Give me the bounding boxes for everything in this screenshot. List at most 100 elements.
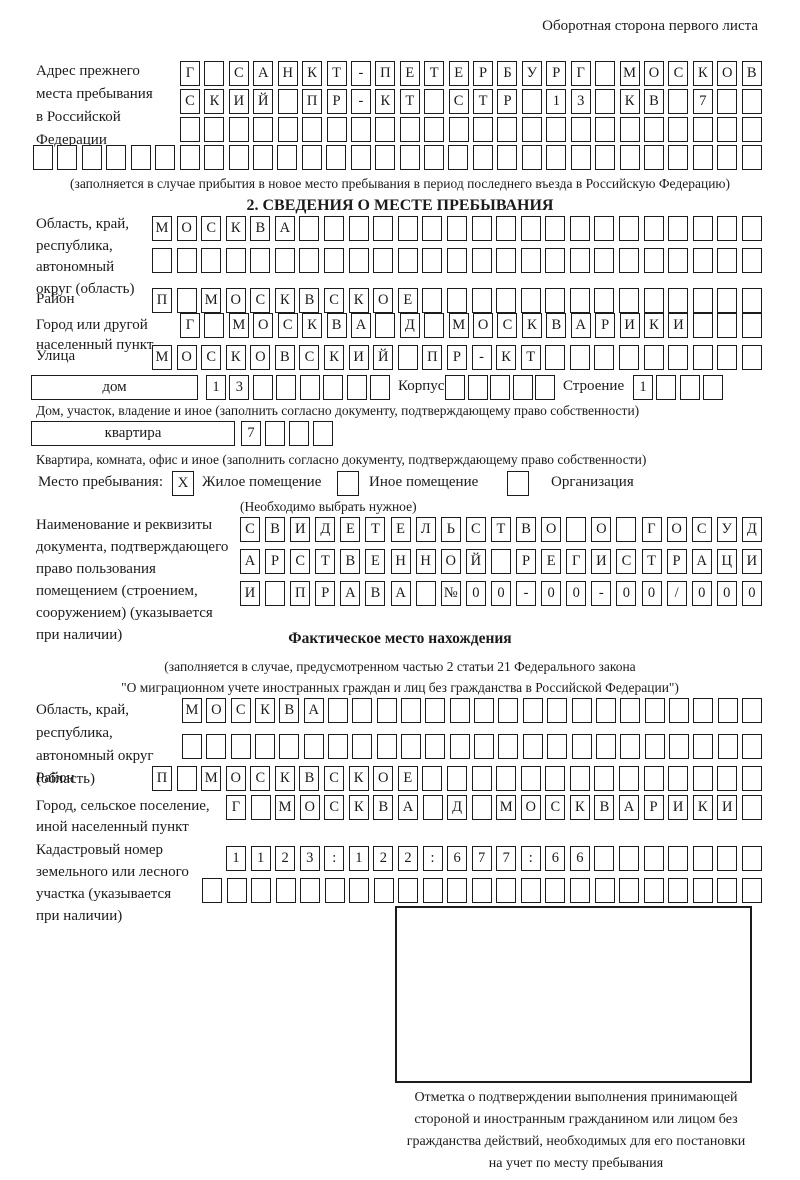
char-cell[interactable]: К xyxy=(521,313,542,338)
char-cell[interactable] xyxy=(299,248,320,273)
char-cell[interactable]: О xyxy=(666,517,687,542)
char-cell[interactable]: А xyxy=(340,581,361,606)
char-cell[interactable]: С xyxy=(201,216,222,241)
char-cell[interactable] xyxy=(449,734,470,759)
char-cell[interactable]: В xyxy=(274,345,295,370)
char-cell[interactable] xyxy=(255,734,276,759)
char-cell[interactable] xyxy=(668,89,689,114)
char-cell[interactable] xyxy=(618,766,639,791)
char-cell[interactable]: Д xyxy=(399,313,420,338)
char-cell[interactable]: 3 xyxy=(570,89,591,114)
char-cell[interactable] xyxy=(693,734,714,759)
char-cell[interactable] xyxy=(447,878,468,903)
char-cell[interactable] xyxy=(301,145,322,170)
char-cell[interactable]: Т xyxy=(365,517,386,542)
char-cell[interactable] xyxy=(401,734,422,759)
char-cell[interactable]: - xyxy=(350,61,371,86)
char-cell[interactable] xyxy=(520,766,541,791)
char-cell[interactable] xyxy=(422,766,443,791)
char-cell[interactable]: П xyxy=(422,345,443,370)
char-cell[interactable] xyxy=(717,145,738,170)
char-cell[interactable] xyxy=(422,288,443,313)
char-cell[interactable] xyxy=(569,216,590,241)
char-cell[interactable] xyxy=(373,248,394,273)
char-cell[interactable]: 6 xyxy=(569,846,590,871)
char-cell[interactable] xyxy=(692,846,713,871)
char-cell[interactable]: С xyxy=(448,89,469,114)
char-cell[interactable]: Г xyxy=(641,517,662,542)
char-cell[interactable] xyxy=(741,698,762,723)
char-cell[interactable] xyxy=(352,734,373,759)
char-cell[interactable] xyxy=(717,345,738,370)
char-cell[interactable] xyxy=(326,117,347,142)
char-cell[interactable]: Ц xyxy=(716,549,737,574)
char-cell[interactable]: П xyxy=(152,288,172,313)
char-cell[interactable] xyxy=(546,145,567,170)
char-cell[interactable]: 0 xyxy=(641,581,662,606)
char-cell[interactable] xyxy=(252,375,273,400)
char-cell[interactable] xyxy=(265,581,286,606)
char-cell[interactable]: С xyxy=(299,345,320,370)
char-cell[interactable] xyxy=(668,117,689,142)
char-cell[interactable]: Р xyxy=(666,549,687,574)
char-cell[interactable] xyxy=(250,248,271,273)
char-cell[interactable] xyxy=(204,313,225,338)
char-cell[interactable] xyxy=(643,766,664,791)
char-cell[interactable] xyxy=(569,248,590,273)
char-cell[interactable] xyxy=(57,145,78,170)
char-cell[interactable] xyxy=(643,345,664,370)
char-cell[interactable]: С xyxy=(545,795,566,820)
char-cell[interactable]: - xyxy=(591,581,612,606)
char-cell[interactable] xyxy=(446,248,467,273)
char-cell[interactable] xyxy=(521,117,542,142)
char-cell[interactable] xyxy=(201,248,222,273)
char-cell[interactable] xyxy=(741,878,762,903)
char-cell[interactable] xyxy=(373,878,394,903)
char-cell[interactable]: К xyxy=(225,216,246,241)
char-cell[interactable]: / xyxy=(666,581,687,606)
char-cell[interactable] xyxy=(277,117,298,142)
char-cell[interactable]: 0 xyxy=(490,581,511,606)
char-cell[interactable] xyxy=(619,117,640,142)
char-cell[interactable] xyxy=(594,878,615,903)
char-cell[interactable] xyxy=(445,375,465,400)
char-cell[interactable] xyxy=(569,288,590,313)
char-cell[interactable]: Е xyxy=(397,766,418,791)
char-cell[interactable]: У xyxy=(521,61,542,86)
char-cell[interactable]: 1 xyxy=(206,375,226,400)
char-cell[interactable] xyxy=(230,734,251,759)
char-cell[interactable] xyxy=(448,117,469,142)
char-cell[interactable] xyxy=(717,216,738,241)
char-cell[interactable] xyxy=(741,145,762,170)
char-cell[interactable] xyxy=(618,288,639,313)
char-cell[interactable]: М xyxy=(152,345,172,370)
char-cell[interactable]: О xyxy=(473,313,494,338)
char-cell[interactable]: С xyxy=(228,61,249,86)
char-cell[interactable] xyxy=(399,145,420,170)
char-cell[interactable] xyxy=(250,795,271,820)
char-cell[interactable] xyxy=(373,216,394,241)
char-cell[interactable] xyxy=(497,117,518,142)
char-cell[interactable] xyxy=(643,846,664,871)
char-cell[interactable] xyxy=(717,117,738,142)
char-cell[interactable] xyxy=(717,248,738,273)
char-cell[interactable]: А xyxy=(619,795,639,820)
char-cell[interactable] xyxy=(397,216,418,241)
char-cell[interactable]: Р xyxy=(265,549,286,574)
char-cell[interactable]: О xyxy=(250,345,271,370)
char-cell[interactable] xyxy=(741,734,762,759)
char-cell[interactable]: В xyxy=(250,216,271,241)
char-cell[interactable] xyxy=(277,145,298,170)
char-cell[interactable] xyxy=(571,698,592,723)
char-cell[interactable] xyxy=(668,878,689,903)
char-cell[interactable]: С xyxy=(691,517,712,542)
char-cell[interactable] xyxy=(424,117,445,142)
char-cell[interactable] xyxy=(741,288,762,313)
char-cell[interactable] xyxy=(569,345,590,370)
char-cell[interactable] xyxy=(497,145,518,170)
char-cell[interactable] xyxy=(692,313,713,338)
char-cell[interactable]: К xyxy=(692,795,713,820)
char-cell[interactable] xyxy=(376,698,397,723)
char-cell[interactable] xyxy=(656,375,677,400)
char-cell[interactable] xyxy=(375,145,396,170)
